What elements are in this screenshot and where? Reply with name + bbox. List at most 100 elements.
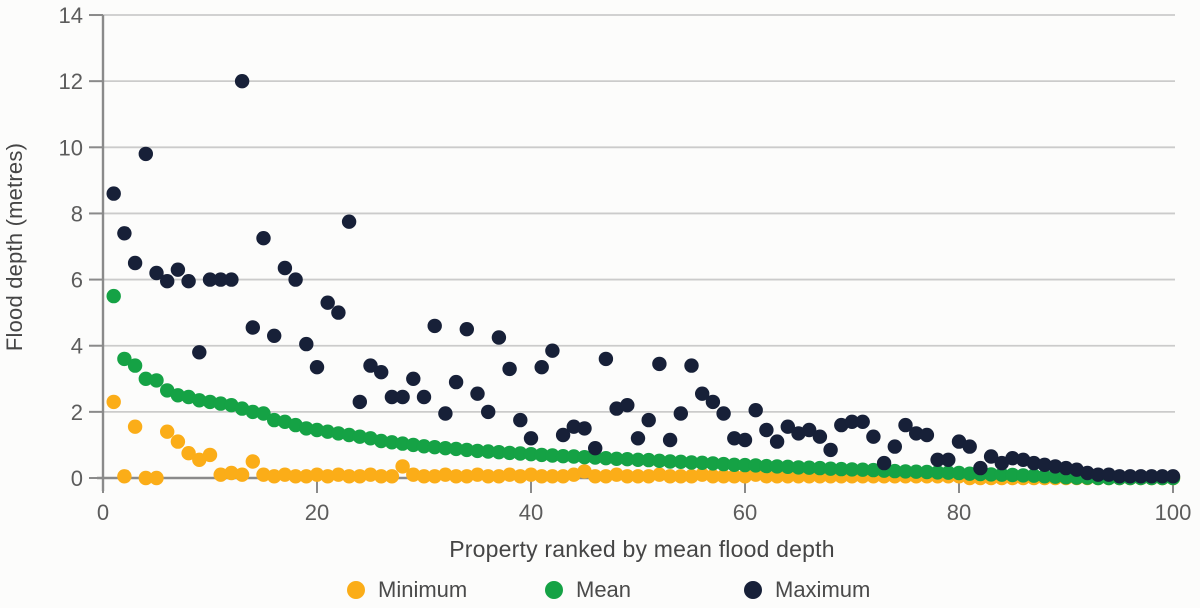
data-point (1037, 457, 1052, 472)
data-point (1058, 460, 1074, 476)
data-point (448, 441, 464, 457)
data-point (684, 469, 699, 484)
data-point (641, 452, 656, 468)
data-point (802, 422, 817, 438)
y-tick-label: 12 (59, 69, 83, 94)
data-point (299, 469, 314, 484)
data-point (930, 465, 945, 480)
data-point (652, 467, 667, 482)
data-point (309, 467, 325, 482)
data-point (395, 459, 410, 474)
data-point (588, 469, 603, 484)
data-point (448, 469, 464, 484)
data-point (598, 469, 614, 484)
data-point (652, 356, 667, 372)
x-tick-label: 80 (947, 500, 971, 525)
y-tick-label: 6 (71, 268, 83, 293)
data-point (555, 427, 571, 443)
data-point (1155, 469, 1170, 484)
y-tick-label: 8 (71, 201, 83, 226)
legend: Minimum Mean Maximum (0, 577, 1200, 607)
data-point (641, 412, 656, 428)
data-point (459, 469, 474, 484)
data-point (737, 469, 753, 484)
y-tick-label: 4 (71, 334, 83, 359)
data-point (695, 386, 710, 401)
data-point (620, 452, 635, 467)
data-point (769, 469, 785, 484)
data-point (919, 464, 935, 480)
data-point (245, 454, 260, 469)
mean-series-dot-icon (545, 581, 563, 599)
data-point (684, 358, 699, 373)
data-point (620, 398, 635, 413)
data-point (759, 469, 774, 484)
data-point (1144, 469, 1159, 484)
data-point (213, 272, 228, 287)
y-tick-label: 10 (59, 135, 83, 160)
data-point (427, 469, 442, 484)
y-tick-labels: 0 2 4 6 8 10 12 14 (59, 3, 83, 491)
data-point (395, 389, 410, 405)
data-point (127, 358, 143, 373)
data-point (812, 460, 828, 476)
data-point (459, 442, 474, 458)
data-point (160, 274, 175, 289)
data-point (513, 412, 528, 428)
data-point (256, 406, 271, 421)
x-tick-label: 0 (97, 500, 109, 525)
data-point (309, 360, 325, 375)
data-point (727, 431, 742, 446)
data-point (909, 464, 924, 479)
data-point (1048, 459, 1063, 474)
data-point (1037, 469, 1052, 484)
data-point (320, 469, 335, 484)
data-point (234, 467, 250, 482)
data-point (962, 466, 977, 481)
data-point (705, 469, 721, 484)
data-point (481, 404, 496, 420)
data-point (684, 455, 699, 470)
data-point (406, 371, 421, 386)
x-tick-label: 20 (305, 500, 329, 525)
data-point (384, 389, 400, 405)
data-point (352, 469, 367, 484)
data-point (555, 469, 571, 484)
data-point (566, 449, 581, 464)
data-point (138, 470, 153, 486)
x-tick-label: 100 (1155, 500, 1192, 525)
data-point (673, 454, 688, 469)
data-point (523, 467, 539, 482)
data-point (438, 406, 453, 421)
data-point (459, 322, 474, 337)
data-point (331, 426, 346, 441)
y-axis-title: Flood depth (metres) (2, 142, 27, 352)
data-point (384, 469, 400, 484)
data-point (1005, 467, 1020, 483)
data-point (769, 459, 785, 474)
data-point (224, 272, 239, 287)
data-point (577, 450, 592, 465)
data-point (106, 394, 121, 410)
data-point (267, 469, 282, 484)
data-point (374, 469, 389, 484)
data-point (149, 470, 164, 486)
data-point (341, 469, 357, 484)
data-point (780, 419, 795, 434)
data-point (202, 394, 218, 410)
data-point (737, 457, 753, 473)
data-point (598, 451, 614, 466)
data-point (919, 427, 935, 443)
data-point (695, 467, 710, 482)
data-point (127, 419, 143, 434)
data-point (994, 467, 1009, 482)
data-point (769, 434, 785, 449)
data-point (406, 467, 421, 482)
data-point (951, 465, 967, 481)
data-point (213, 467, 228, 482)
data-point (470, 443, 485, 459)
data-point (1123, 469, 1138, 484)
data-point (491, 330, 507, 345)
y-tick-label: 0 (71, 466, 83, 491)
data-point (791, 460, 806, 475)
